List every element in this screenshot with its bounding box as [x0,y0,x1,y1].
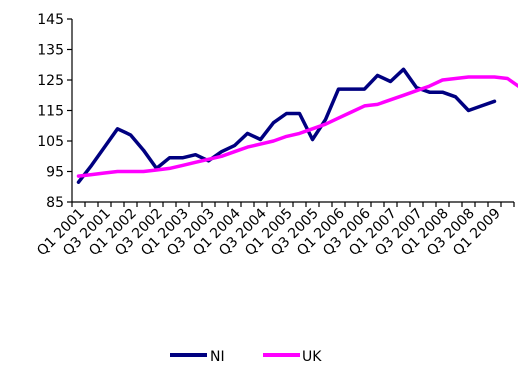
y-tick-label: 95 [46,165,64,181]
y-tick-label: 135 [37,43,64,59]
legend-label-uk: UK [302,349,322,365]
legend: NI UK [170,349,322,365]
y-tick-label: 85 [46,195,64,211]
legend-label-ni: NI [210,349,225,365]
series-lines [76,67,518,184]
series-line-ni [76,67,497,184]
series-line-uk [76,75,518,178]
y-tick-label: 105 [37,134,64,150]
y-tick-label: 125 [37,73,64,89]
y-tick-label: 145 [37,12,64,28]
y-tick-label: 115 [37,104,64,120]
y-axis: 85 95 105 115 125 135 145 [37,12,73,211]
